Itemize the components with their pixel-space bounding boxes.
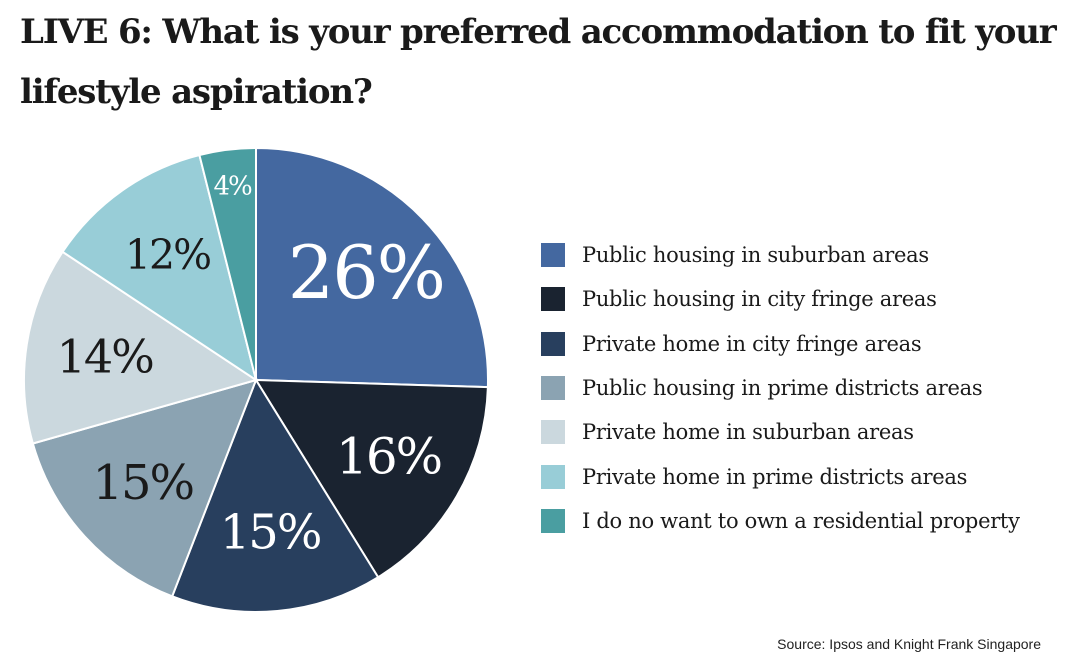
legend-item: Private home in city fringe areas — [541, 322, 1020, 366]
slice-value-label: 26% — [288, 231, 444, 316]
source-note: Source: Ipsos and Knight Frank Singapore — [777, 636, 1041, 652]
pie-slice — [61, 153, 258, 383]
legend-item: Public housing in city fringe areas — [541, 277, 1020, 321]
legend-item: Private home in suburban areas — [541, 410, 1020, 454]
pie-slice — [254, 378, 489, 579]
slice-value-label: 14% — [57, 330, 154, 384]
legend-item: Private home in prime districts areas — [541, 454, 1020, 498]
slice-value-label: 15% — [92, 455, 193, 511]
legend-item: Public housing in suburban areas — [541, 233, 1020, 277]
legend-swatch — [541, 331, 565, 356]
legend-label: Public housing in suburban areas — [582, 243, 929, 268]
legend-item: I do no want to own a residential proper… — [541, 499, 1020, 543]
legend-swatch — [541, 420, 565, 445]
legend-label: Public housing in city fringe areas — [582, 287, 937, 312]
chart-legend: Public housing in suburban areas Public h… — [541, 233, 1020, 543]
slice-value-label: 12% — [125, 231, 210, 279]
legend-swatch — [541, 287, 565, 312]
legend-label: Private home in prime districts areas — [582, 464, 968, 489]
pie-slice — [170, 377, 380, 613]
legend-swatch — [541, 464, 565, 489]
pie-slice — [31, 378, 258, 598]
legend-swatch — [541, 376, 565, 401]
legend-item: Public housing in prime districts areas — [541, 366, 1020, 410]
legend-label: Private home in suburban areas — [582, 420, 914, 445]
pie-slice — [255, 146, 489, 389]
slice-value-label: 4% — [213, 172, 252, 202]
legend-label: Public housing in prime districts areas — [582, 376, 983, 401]
pie-slice — [198, 146, 257, 381]
legend-label: I do no want to own a residential proper… — [582, 508, 1020, 533]
slice-value-label: 15% — [220, 505, 321, 561]
pie-slice — [23, 250, 259, 445]
legend-label: Private home in city fringe areas — [582, 331, 922, 356]
slice-value-label: 16% — [336, 428, 441, 486]
legend-swatch — [541, 243, 565, 268]
chart-title: LIVE 6: What is your preferred accommoda… — [20, 12, 1057, 112]
legend-swatch — [541, 508, 565, 533]
